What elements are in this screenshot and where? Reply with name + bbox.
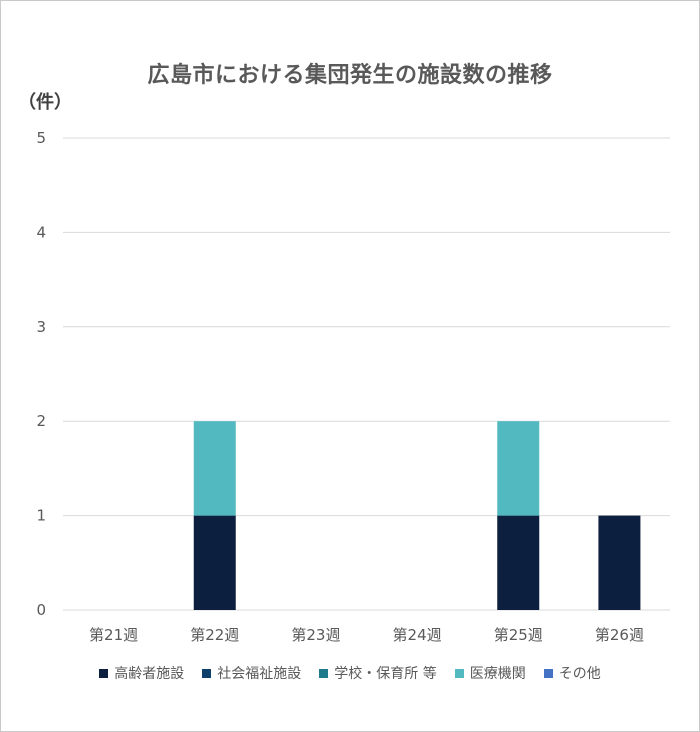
legend-swatch	[99, 668, 109, 678]
chart-legend: 高齢者施設 社会福祉施設 学校・保育所 等 医療機関 その他	[0, 663, 700, 683]
y-tick-label: 2	[36, 412, 46, 430]
y-tick-label: 1	[36, 507, 46, 525]
y-tick-label: 4	[36, 223, 46, 241]
y-axis-unit-label: （件）	[18, 92, 72, 113]
bar-segment	[497, 421, 540, 516]
bar-segment	[497, 515, 540, 610]
bar-segment	[598, 515, 641, 610]
legend-item: 高齢者施設	[99, 663, 184, 683]
legend-item: 医療機関	[454, 663, 526, 683]
legend-label: 学校・保育所 等	[334, 666, 437, 682]
x-tick-label: 第24週	[393, 626, 442, 644]
x-tick-label: 第21週	[89, 626, 138, 644]
legend-swatch	[454, 668, 464, 678]
chart-title: 広島市における集団発生の施設数の推移	[147, 63, 553, 88]
legend-swatch	[319, 668, 329, 678]
legend-label: 高齢者施設	[114, 666, 185, 682]
legend-swatch	[543, 668, 553, 678]
bar-segment	[193, 515, 236, 610]
x-tick-label: 第22週	[190, 626, 239, 644]
bar-segment	[193, 421, 236, 516]
y-tick-label: 0	[36, 601, 46, 619]
legend-item: 学校・保育所 等	[319, 663, 437, 683]
legend-label: 医療機関	[469, 666, 526, 682]
legend-swatch	[202, 668, 212, 678]
legend-item: 社会福祉施設	[202, 663, 301, 683]
legend-label: その他	[558, 666, 601, 682]
x-tick-label: 第23週	[291, 626, 340, 644]
x-tick-label: 第25週	[494, 626, 543, 644]
legend-label: 社会福祉施設	[217, 666, 302, 682]
y-tick-label: 3	[36, 318, 46, 336]
y-tick-label: 5	[36, 129, 46, 147]
x-tick-label: 第26週	[595, 626, 644, 644]
legend-item: その他	[543, 663, 601, 683]
